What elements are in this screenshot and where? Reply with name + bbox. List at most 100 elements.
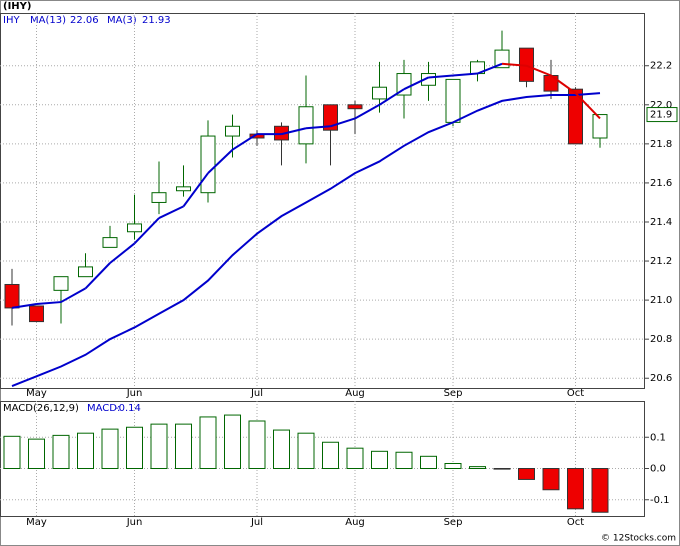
candle-body [568,88,583,145]
ma-segment [158,205,184,219]
y-tick-label: 22.2 [650,61,672,72]
macd-bar [567,468,584,510]
macd-bar [346,447,364,469]
y-tick-label: 21.6 [650,178,672,189]
legend-ma3: MA(3) [107,15,137,26]
y-tick-label: 21.0 [650,295,672,306]
ma-segment [281,127,307,136]
macd-bar [371,450,388,469]
y-tick-label: 21.8 [650,139,672,150]
candle-body [78,266,93,278]
macd-bar [224,414,241,469]
macd-bar [77,432,94,469]
legend-ma13-value: 22.06 [70,15,99,26]
candle-body [592,114,608,139]
candle-body [127,223,142,233]
candle-body [323,104,338,131]
legend-ma13: MA(13) [30,15,66,26]
ma-segment [84,262,111,290]
ma-segment [305,125,331,130]
ma-segment [207,148,234,174]
ma-segment [36,301,62,306]
candle-body [347,104,363,110]
last-price-label: 21.9 [650,110,672,121]
candle-body [421,73,436,86]
macd-bar [420,455,437,469]
candle-body [4,283,20,309]
ma-segment [354,103,380,120]
macd-bar [199,416,217,469]
y-tick-label: -0.1 [650,495,670,506]
price-panel [0,13,645,389]
macd-panel [0,401,645,517]
candle-body [176,186,191,192]
macd-bar [248,420,266,469]
macd-bar [591,468,609,513]
ma-segment [477,62,503,75]
candle-body [225,125,240,137]
candle-body [53,276,69,291]
ma-segment [452,72,478,77]
y-tick-label: 21.2 [650,256,672,267]
x-tick-label: May [26,517,47,528]
ma-segment [550,74,577,94]
x-tick-label: Sep [444,517,463,528]
y-tick-label: 22.0 [650,100,672,111]
x-tick-label: Oct [567,388,584,399]
x-tick-label: Oct [567,517,584,528]
last-price-box [646,107,678,123]
macd-bar [52,434,70,469]
macd-name: MACD: [87,403,120,414]
candle-body [151,192,167,203]
ma-segment [403,76,429,91]
ma-segment [11,303,37,309]
ma-segment [109,242,136,264]
ma-segment [133,217,160,245]
macd-value: -0.14 [115,403,141,414]
macd-title: MACD(26,12,9) [3,403,79,414]
ma-segment [574,92,601,120]
macd-bar [297,432,315,469]
x-tick-label: Jun [126,517,143,528]
macd-bar [542,468,560,491]
legend-ma3-value: 21.93 [142,15,171,26]
ma-segment [378,88,405,106]
candle-body [445,78,461,123]
y-tick-label: 0.0 [650,464,666,475]
x-tick-label: Jun [126,388,143,399]
macd-bar [322,441,339,469]
candle-body [29,305,44,323]
ma-segment [330,117,356,128]
y-tick-label: 0.1 [650,432,666,443]
x-tick-label: May [26,388,47,399]
macd-bar [395,451,413,469]
ma-segment [182,172,209,207]
candle-body [102,237,118,248]
macd-bar [150,423,168,469]
candle-body [200,135,216,194]
y-tick-label: 21.4 [650,217,672,228]
macd-bar [28,438,45,469]
legend-symbol: IHY [3,15,20,26]
x-tick-label: Jul [250,517,263,528]
macd-bar [518,468,535,480]
x-tick-label: Sep [444,388,463,399]
watermark: © 12Stocks.com [601,534,676,544]
ma-segment [60,287,86,303]
candle-body [298,106,314,145]
macd-bar [493,468,511,470]
macd-bar [444,463,462,469]
macd-bar [101,428,119,469]
ma-segment [526,64,552,77]
ma-segment [501,62,527,67]
macd-bar [175,423,192,469]
macd-bar [126,426,143,469]
macd-bar [273,429,290,469]
ma-segment [231,133,258,151]
ma-line [11,92,601,387]
y-tick-label: 20.6 [650,373,672,384]
macd-bar [469,466,486,469]
x-tick-label: Aug [345,517,365,528]
candle-body [396,73,412,96]
